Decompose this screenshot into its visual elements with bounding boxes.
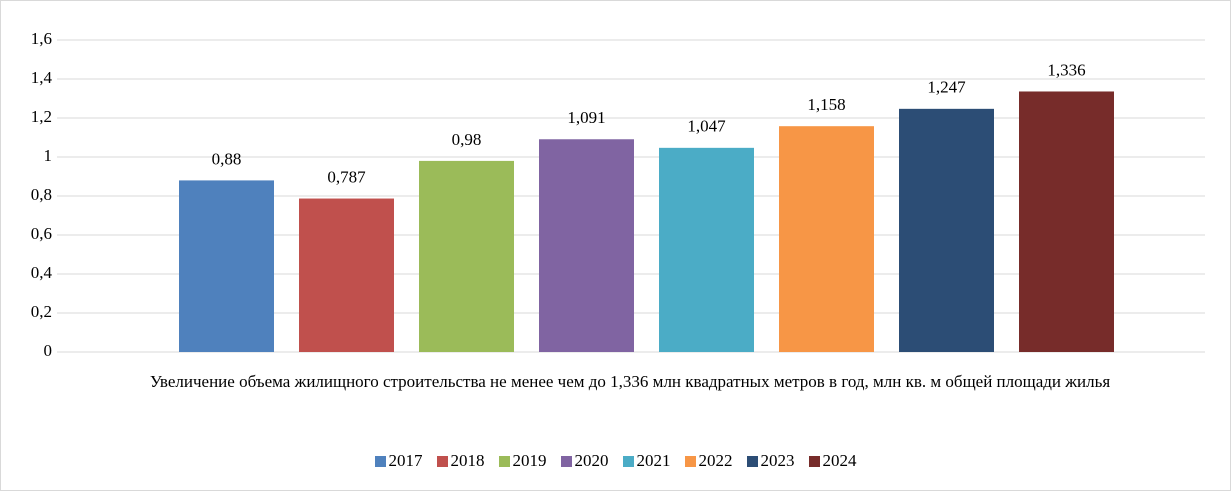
legend-swatch [498, 455, 510, 467]
legend-swatch [560, 455, 572, 467]
legend-item: 2024 [808, 451, 857, 471]
value-label: 0,88 [212, 149, 242, 168]
value-label: 1,158 [807, 95, 845, 114]
legend-label: 2021 [636, 451, 671, 470]
value-label: 1,336 [1047, 60, 1085, 79]
y-tick-label: 1,6 [31, 29, 52, 48]
legend-swatch [684, 455, 696, 467]
bar [419, 160, 514, 352]
legend-swatch [436, 455, 448, 467]
y-tick-label: 0 [44, 341, 53, 360]
bar [899, 108, 994, 353]
bar [659, 147, 754, 352]
legend: 2017 2018 2019 2020 2021 2022 2023 2024 [0, 451, 1231, 471]
legend-item: 2020 [560, 451, 609, 471]
y-tick-label: 0,8 [31, 185, 52, 204]
legend-item: 2023 [746, 451, 795, 471]
legend-item: 2017 [374, 451, 423, 471]
legend-label: 2023 [760, 451, 795, 470]
y-tick-label: 1,2 [31, 107, 52, 126]
y-tick-label: 0,6 [31, 224, 52, 243]
legend-swatch [374, 455, 386, 467]
legend-label: 2024 [822, 451, 857, 470]
value-label: 1,047 [687, 117, 726, 136]
value-label: 0,787 [327, 167, 366, 186]
y-tick-label: 1,4 [31, 68, 53, 87]
legend-swatch [808, 455, 820, 467]
legend-label: 2019 [512, 451, 547, 470]
legend-item: 2019 [498, 451, 547, 471]
legend-item: 2021 [622, 451, 671, 471]
value-label: 0,98 [452, 130, 482, 149]
value-label: 1,091 [567, 108, 605, 127]
bar [779, 126, 874, 352]
legend-item: 2018 [436, 451, 485, 471]
legend-label: 2018 [450, 451, 485, 470]
bar [299, 198, 394, 352]
legend-label: 2020 [574, 451, 609, 470]
legend-item: 2022 [684, 451, 733, 471]
bar [179, 180, 274, 352]
bar [1019, 91, 1114, 352]
value-label: 1,247 [927, 78, 966, 97]
x-category-label: Увеличение объема жилищного строительств… [149, 372, 1111, 391]
y-tick-label: 0,4 [31, 263, 53, 282]
legend-label: 2022 [698, 451, 733, 470]
legend-swatch [622, 455, 634, 467]
y-tick-label: 0,2 [31, 302, 52, 321]
legend-label: 2017 [388, 451, 423, 470]
y-tick-label: 1 [44, 146, 53, 165]
bar [539, 139, 634, 352]
legend-swatch [746, 455, 758, 467]
